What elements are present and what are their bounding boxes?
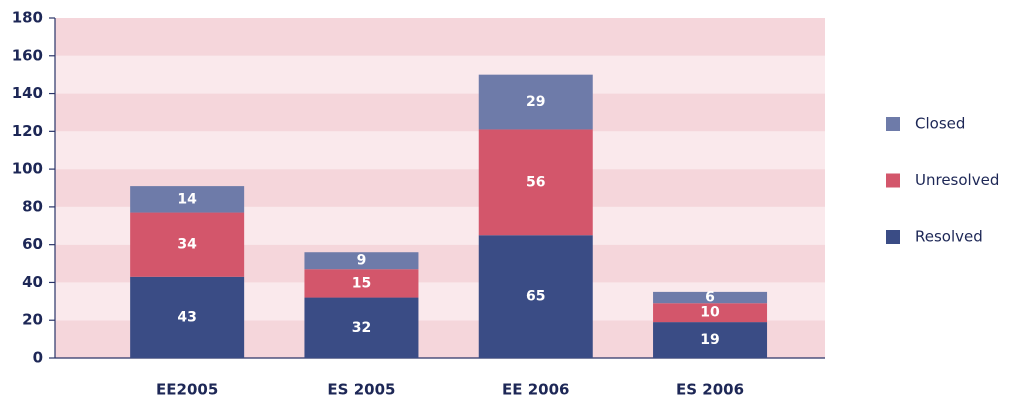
legend-label: Unresolved — [915, 171, 999, 189]
plot-band — [55, 55, 825, 94]
plot-band — [55, 18, 825, 56]
bar-segment — [653, 291, 768, 304]
bar-segment — [130, 276, 245, 358]
y-tick-label: 40 — [22, 273, 43, 291]
legend-swatch — [886, 230, 900, 244]
bar-segment — [304, 252, 419, 270]
x-tick-label: ES 2005 — [327, 381, 395, 399]
value-label: 14 — [177, 191, 197, 207]
legend-label: Resolved — [915, 228, 983, 246]
legend-swatch — [886, 117, 900, 131]
value-label: 34 — [177, 237, 197, 253]
y-tick-label: 100 — [12, 160, 43, 178]
bar-segment — [478, 235, 593, 358]
value-label: 43 — [177, 309, 196, 325]
y-tick-label: 60 — [22, 235, 43, 253]
bar-segment — [130, 186, 245, 213]
bar-segment — [304, 297, 419, 358]
plot-band — [55, 131, 825, 170]
bar-segment — [304, 269, 419, 298]
y-tick-label: 140 — [12, 84, 43, 102]
value-label: 10 — [700, 305, 720, 321]
x-tick-label: EE 2006 — [502, 381, 569, 399]
bar-segment — [653, 303, 768, 323]
y-tick-label: 20 — [22, 311, 43, 329]
y-tick-label: 160 — [12, 46, 43, 64]
bar-segment — [130, 212, 245, 277]
legend-swatch — [886, 173, 900, 188]
value-label: 29 — [526, 94, 545, 110]
y-tick-label: 0 — [33, 349, 43, 367]
bar-segment — [478, 129, 593, 236]
value-label: 19 — [700, 332, 719, 348]
bar-segment — [478, 74, 593, 130]
value-label: 15 — [352, 275, 371, 291]
legend-label: Closed — [915, 115, 965, 133]
value-label: 6 — [705, 290, 715, 306]
value-label: 32 — [352, 320, 371, 336]
x-tick-label: ES 2006 — [676, 381, 744, 399]
y-tick-label: 180 — [12, 9, 43, 27]
x-tick-label: EE2005 — [156, 381, 218, 399]
plot-band — [55, 93, 825, 132]
value-label: 65 — [526, 289, 545, 305]
bar-segment — [653, 322, 768, 358]
value-label: 9 — [357, 253, 367, 269]
y-tick-label: 120 — [12, 122, 43, 140]
value-label: 56 — [526, 174, 545, 190]
y-tick-label: 80 — [22, 197, 43, 215]
